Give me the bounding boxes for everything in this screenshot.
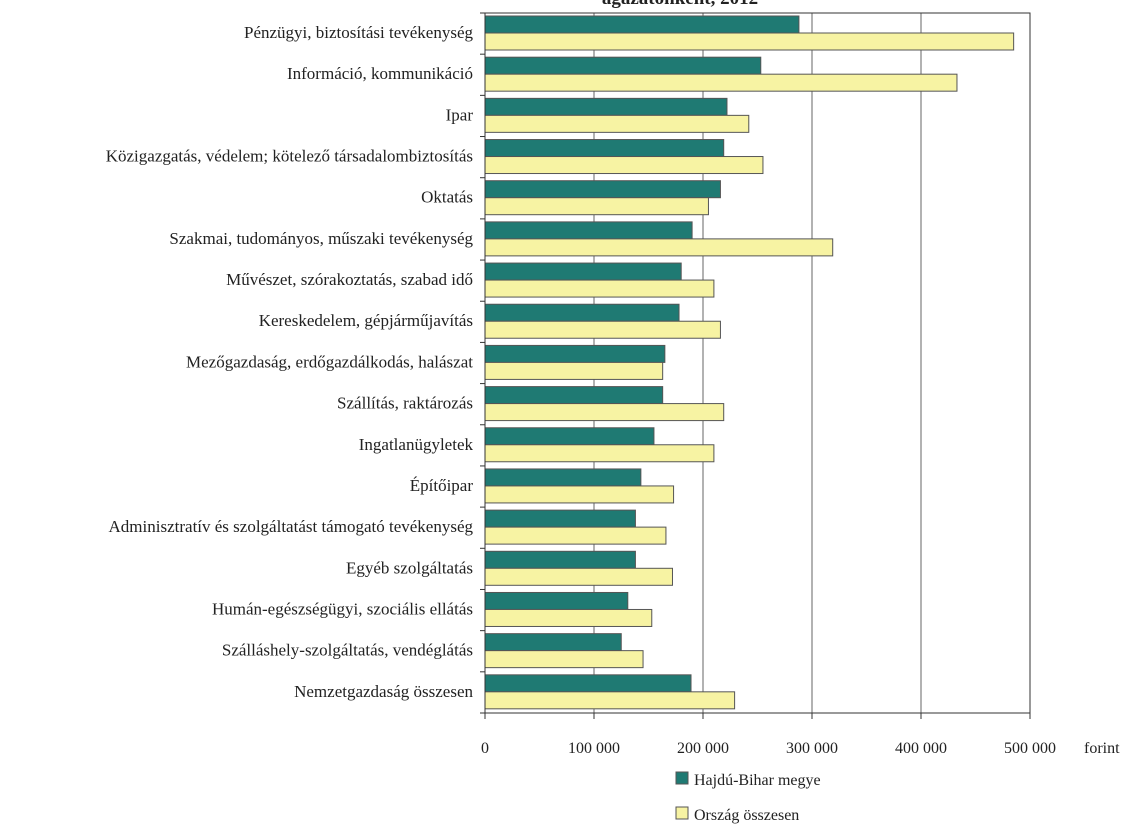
bar-orszag-2 [484, 114, 750, 133]
bar-hajdu-bihar-0 [484, 15, 800, 34]
plot-area-border [484, 12, 1031, 714]
category-label-11: Építőipar [410, 476, 474, 495]
x-tick-label-2: 200 000 [677, 740, 729, 757]
bar-hajdu-bihar-4 [484, 180, 721, 199]
bar-hajdu-bihar-5 [484, 221, 693, 240]
legend: Hajdú-Bihar megye Ország összesen [675, 771, 821, 824]
axis-layer [480, 12, 1031, 719]
category-label-13: Egyéb szolgáltatás [346, 558, 473, 577]
category-label-7: Kereskedelem, gépjárműjavítás [259, 311, 473, 330]
category-labels: Pénzügyi, biztosítási tevékenység Informá… [106, 23, 474, 701]
bar-hajdu-bihar-12 [484, 509, 636, 528]
bar-orszag-0 [484, 32, 1015, 51]
bar-orszag-16 [484, 691, 736, 710]
bar-hajdu-bihar-16 [484, 674, 692, 693]
bar-orszag-10 [484, 444, 715, 463]
category-label-1: Információ, kommunikáció [287, 64, 473, 83]
bar-hajdu-bihar-6 [484, 262, 682, 281]
bar-orszag-13 [484, 567, 673, 586]
bar-orszag-7 [484, 320, 721, 339]
bars-layer [484, 15, 1015, 710]
bar-hajdu-bihar-11 [484, 468, 642, 487]
bar-orszag-11 [484, 485, 675, 504]
bar-hajdu-bihar-10 [484, 427, 655, 446]
bar-hajdu-bihar-9 [484, 386, 664, 405]
category-label-6: Művészet, szórakoztatás, szabad idő [226, 270, 473, 289]
bar-hajdu-bihar-3 [484, 139, 725, 158]
category-label-3: Közigazgatás, védelem; kötelező társadal… [106, 147, 473, 166]
x-tick-label-1: 100 000 [568, 740, 620, 757]
bar-orszag-6 [484, 279, 715, 298]
bar-hajdu-bihar-15 [484, 633, 622, 652]
bar-hajdu-bihar-2 [484, 97, 728, 116]
category-label-14: Humán-egészségügyi, szociális ellátás [212, 599, 473, 618]
legend-label-0: Hajdú-Bihar megye [694, 772, 821, 789]
category-label-12: Adminisztratív és szolgáltatást támogató… [109, 517, 474, 536]
category-label-9: Szállítás, raktározás [337, 394, 473, 413]
bar-orszag-3 [484, 156, 764, 175]
x-tick-label-3: 300 000 [786, 740, 838, 757]
legend-swatch-0 [675, 771, 689, 785]
legend-swatch-1 [675, 806, 689, 820]
category-label-8: Mezőgazdaság, erdőgazdálkodás, halászat [186, 352, 473, 371]
category-label-10: Ingatlanügyletek [359, 435, 474, 454]
x-unit-label: forint [1084, 740, 1120, 757]
bar-orszag-15 [484, 650, 644, 669]
bar-orszag-1 [484, 73, 958, 92]
category-label-15: Szálláshely-szolgáltatás, vendéglátás [222, 641, 473, 660]
legend-label-1: Ország összesen [694, 807, 799, 824]
category-label-0: Pénzügyi, biztosítási tevékenység [244, 23, 473, 42]
bar-orszag-4 [484, 197, 709, 216]
bar-orszag-12 [484, 526, 667, 545]
bar-hajdu-bihar-1 [484, 56, 762, 75]
bar-hajdu-bihar-7 [484, 303, 680, 322]
x-tick-label-0: 0 [481, 740, 489, 757]
category-label-4: Oktatás [421, 188, 473, 207]
bar-orszag-14 [484, 608, 653, 627]
bar-orszag-8 [484, 361, 664, 380]
bar-hajdu-bihar-8 [484, 344, 666, 363]
chart-title-partial: ágazatonként, 2012 [602, 0, 758, 9]
bar-orszag-9 [484, 403, 725, 422]
x-tick-label-4: 400 000 [895, 740, 947, 757]
category-label-16: Nemzetgazdaság összesen [294, 682, 473, 701]
bar-orszag-5 [484, 238, 834, 257]
bar-hajdu-bihar-13 [484, 550, 636, 569]
x-tick-label-5: 500 000 [1004, 740, 1056, 757]
category-label-2: Ipar [446, 105, 474, 124]
category-label-5: Szakmai, tudományos, műszaki tevékenység [169, 229, 473, 248]
bar-hajdu-bihar-14 [484, 591, 629, 610]
x-tick-labels: 0 100 000 200 000 300 000 400 000 500 000 [481, 740, 1056, 757]
